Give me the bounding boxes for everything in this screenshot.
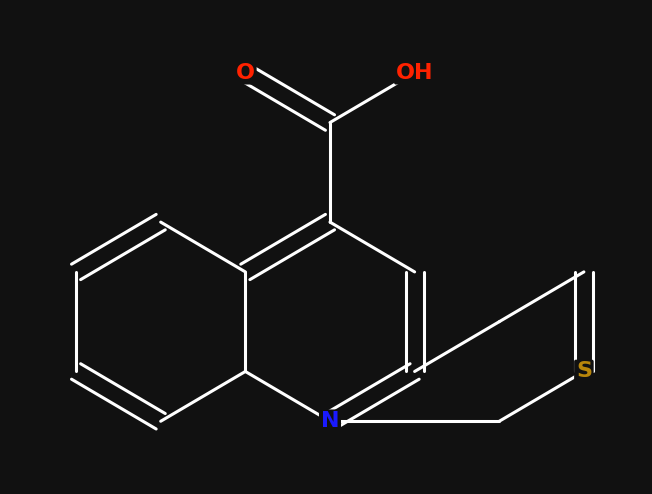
Text: S: S bbox=[576, 362, 592, 381]
Text: O: O bbox=[236, 63, 255, 83]
Text: OH: OH bbox=[396, 63, 434, 83]
Text: N: N bbox=[321, 411, 339, 431]
